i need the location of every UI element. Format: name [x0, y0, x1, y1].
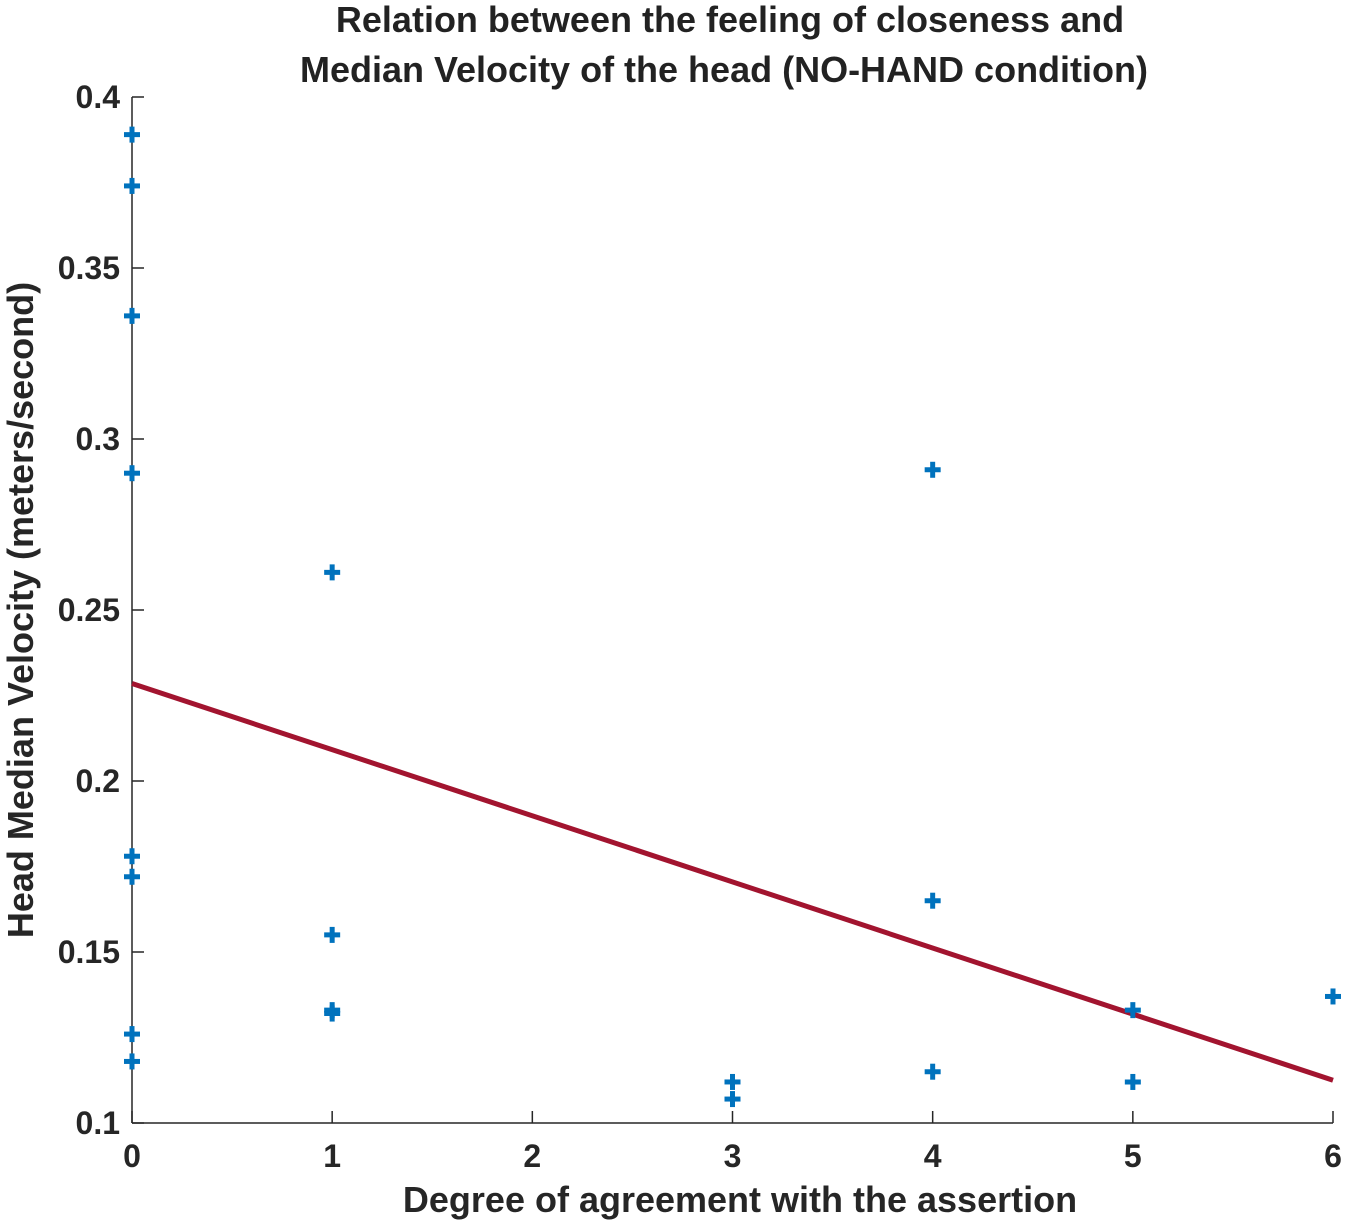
- y-ticks: 0.1 0.15 0.2 0.25 0.3 0.35 0.4: [58, 79, 144, 1141]
- x-tick-label: 6: [1324, 1138, 1342, 1174]
- chart-title-line-1: Relation between the feeling of closenes…: [336, 0, 1124, 40]
- y-tick-label: 0.35: [58, 250, 120, 286]
- data-point: [124, 126, 140, 143]
- data-point: [124, 848, 140, 865]
- data-points: [124, 126, 1341, 1108]
- data-point: [724, 1091, 741, 1108]
- x-tick-label: 5: [1124, 1138, 1142, 1174]
- data-point: [124, 177, 140, 194]
- chart-title-line-2: Median Velocity of the head (NO-HAND con…: [300, 49, 1148, 90]
- axes: [131, 97, 1333, 1124]
- data-point: [924, 1063, 941, 1080]
- data-point: [124, 1053, 140, 1070]
- data-point: [124, 1026, 140, 1043]
- y-tick-label: 0.15: [58, 934, 120, 970]
- data-point: [924, 461, 941, 478]
- data-point: [124, 307, 140, 324]
- x-tick-label: 4: [924, 1138, 942, 1174]
- x-tick-label: 3: [724, 1138, 742, 1174]
- y-tick-label: 0.4: [76, 79, 121, 115]
- x-axis-label: Degree of agreement with the assertion: [403, 1179, 1077, 1220]
- regression-line: [131, 681, 1334, 1083]
- data-point: [724, 1073, 741, 1090]
- data-point: [1124, 1073, 1141, 1090]
- x-tick-label: 1: [323, 1138, 341, 1174]
- y-tick-label: 0.2: [76, 763, 120, 799]
- data-point: [124, 868, 140, 885]
- x-tick-label: 0: [123, 1138, 141, 1174]
- data-point: [124, 465, 140, 482]
- data-point: [1124, 1002, 1141, 1019]
- x-ticks: 0 1 2 3 4 5 6: [123, 1111, 1342, 1174]
- data-point: [324, 564, 341, 581]
- y-tick-label: 0.3: [76, 421, 120, 457]
- fit-line-group: [131, 681, 1334, 1083]
- y-axis-label: Head Median Velocity (meters/second): [0, 282, 41, 938]
- y-tick-label: 0.25: [58, 592, 120, 628]
- data-point: [324, 1005, 341, 1022]
- data-point: [1325, 988, 1341, 1005]
- data-point: [324, 926, 341, 943]
- data-point: [924, 892, 941, 909]
- y-tick-label: 0.1: [76, 1105, 120, 1141]
- x-tick-label: 2: [523, 1138, 541, 1174]
- chart-title: Relation between the feeling of closenes…: [300, 0, 1148, 90]
